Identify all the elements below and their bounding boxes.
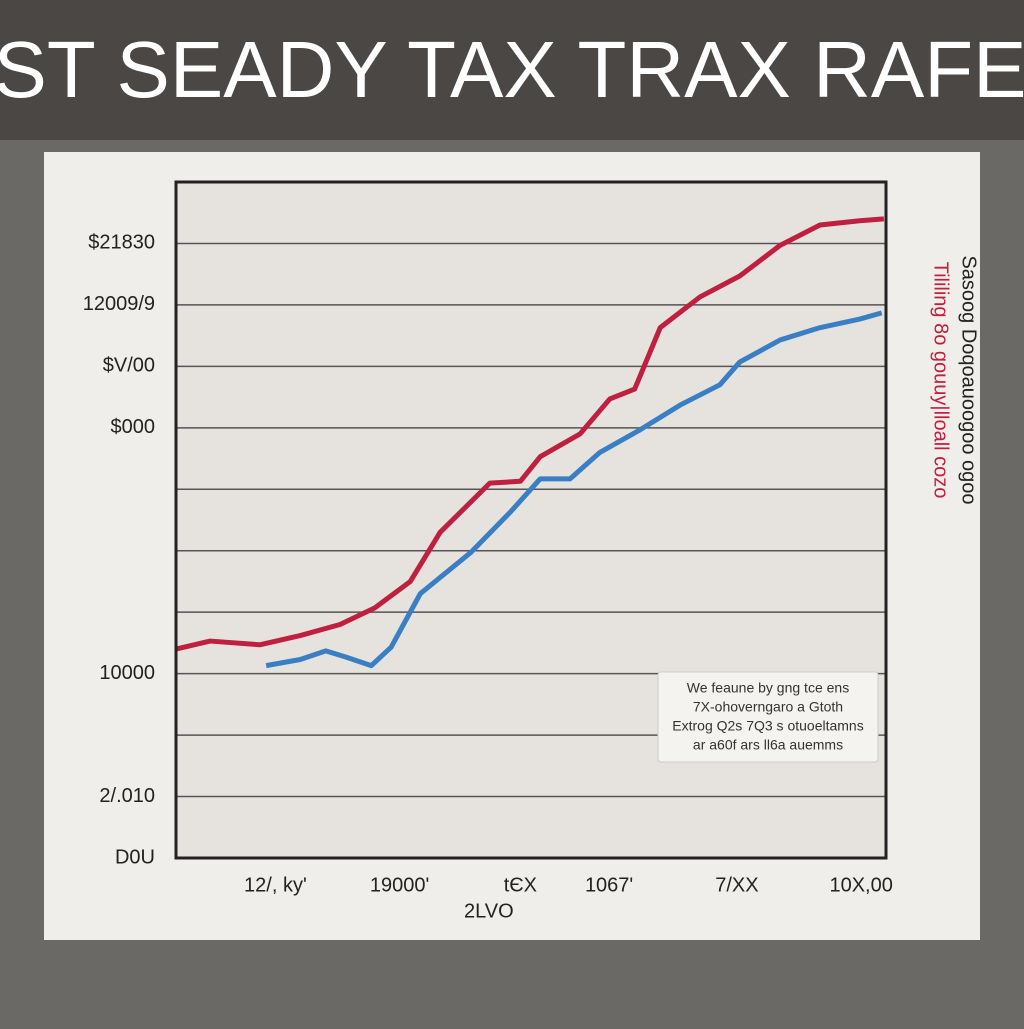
- x-tick-label: 7/XX: [715, 874, 758, 896]
- x-tick-label: tЄX: [504, 874, 537, 896]
- y-tick-label: $000: [111, 416, 156, 438]
- y-tick-label: D0U: [115, 846, 155, 868]
- chart-title: ST SEADY TAX TRAX RAFE: [0, 25, 1024, 114]
- plot-border: [174, 180, 888, 860]
- x-tick-label: 10X,00: [829, 874, 892, 896]
- y-tick-label: 10000: [99, 662, 155, 684]
- x-axis-label: 2LVO: [464, 900, 514, 922]
- series-line: [265, 310, 883, 669]
- lines: [175, 216, 885, 669]
- x-tick-label: 12/, ky': [244, 874, 307, 896]
- x-tick-label: 1067': [585, 874, 633, 896]
- x-tick-label: 19000': [370, 874, 429, 896]
- annotation-box: [657, 671, 879, 763]
- y-tick-label: 2/.010: [99, 785, 155, 807]
- y-tick-label: $21830: [88, 232, 155, 254]
- y-tick-label: 12009/9: [83, 293, 155, 315]
- annotation-text: Extrog Q2s 7Q3 s otuoeltamns: [672, 718, 863, 734]
- annotation-text: We feaune by gng tce ens: [687, 680, 849, 696]
- annotation-text: 7X-ohoverngaro a Gtoth: [693, 699, 843, 715]
- y-tick-label: $V/00: [103, 355, 155, 377]
- header-bar: [0, 0, 1024, 140]
- legend-label: Sasoog Doqoauoogoo ogoo: [958, 255, 980, 504]
- legend-label: Tililing 8o gouuy|lloall cozo: [930, 262, 952, 499]
- annotation-text: ar a60f ars ll6a auemms: [693, 737, 843, 753]
- series-line: [175, 216, 885, 652]
